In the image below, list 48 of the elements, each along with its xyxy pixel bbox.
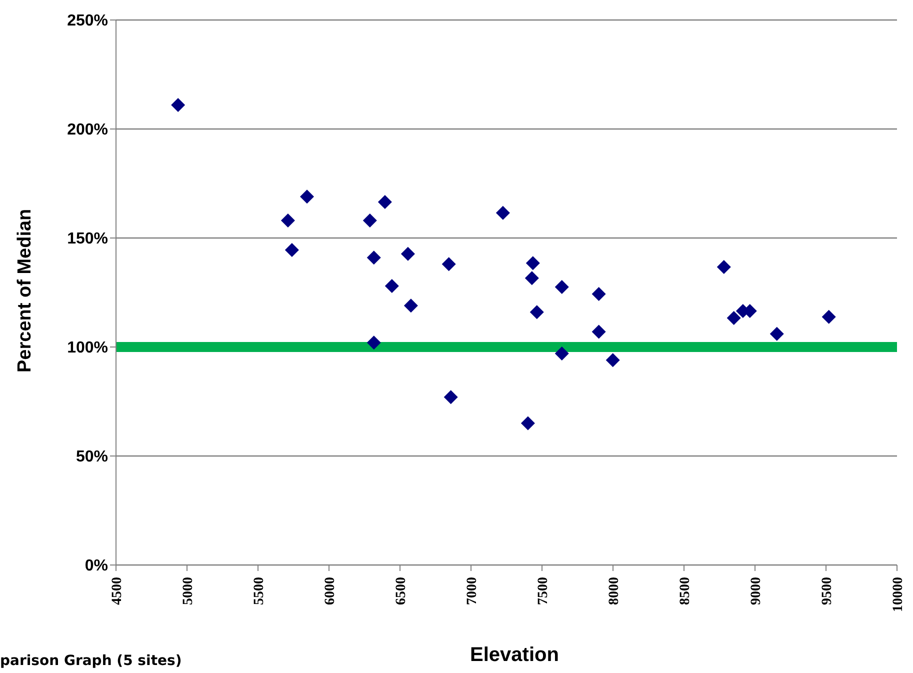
x-tick-label: 7500: [536, 577, 551, 605]
x-tick-label: 10000: [891, 577, 906, 612]
point: [400, 246, 415, 261]
point: [726, 311, 741, 326]
y-tick-label: 200%: [67, 122, 108, 139]
point: [378, 195, 392, 210]
x-tick-label: 8500: [678, 577, 693, 605]
point: [366, 250, 381, 265]
point: [384, 278, 399, 293]
point: [442, 257, 456, 272]
y-tick-label: 250%: [67, 12, 108, 30]
point: [526, 256, 540, 270]
point: [444, 390, 458, 404]
x-tick-label: 9000: [749, 577, 764, 605]
point: [362, 214, 377, 228]
x-tick-label: 6000: [323, 577, 338, 605]
point: [606, 353, 620, 368]
point: [284, 242, 299, 257]
point: [554, 346, 569, 361]
x-tick-label: 5500: [252, 577, 267, 605]
point: [554, 280, 569, 294]
point: [822, 310, 836, 324]
point: [716, 260, 731, 274]
point: [520, 416, 535, 430]
text: parison Graph (5 sites): [0, 653, 182, 669]
y-axis-title: Percent of Median: [14, 208, 36, 372]
y-tick-label: 150%: [67, 230, 108, 248]
point: [404, 298, 418, 313]
x-tick-label: 6500: [394, 577, 409, 605]
point: [280, 214, 295, 228]
point: [592, 324, 606, 339]
point: [300, 190, 314, 204]
x-axis-title: Elevation: [470, 644, 559, 666]
x-tick-label: 9500: [820, 577, 835, 605]
point: [496, 206, 510, 220]
point: [770, 326, 784, 341]
y-tick-label: 100%: [67, 340, 108, 357]
point: [592, 287, 606, 302]
point: [530, 305, 544, 320]
x-tick-label: 7000: [465, 577, 480, 605]
x-tick-label: 4500: [110, 577, 125, 605]
point: [171, 98, 186, 112]
x-tick-label: 5000: [181, 577, 196, 605]
x-tick-label: 8000: [607, 577, 622, 605]
point: [366, 336, 381, 350]
point: [524, 271, 539, 286]
y-tick-label: 50%: [76, 448, 108, 466]
y-tick-label: 0%: [84, 558, 108, 575]
